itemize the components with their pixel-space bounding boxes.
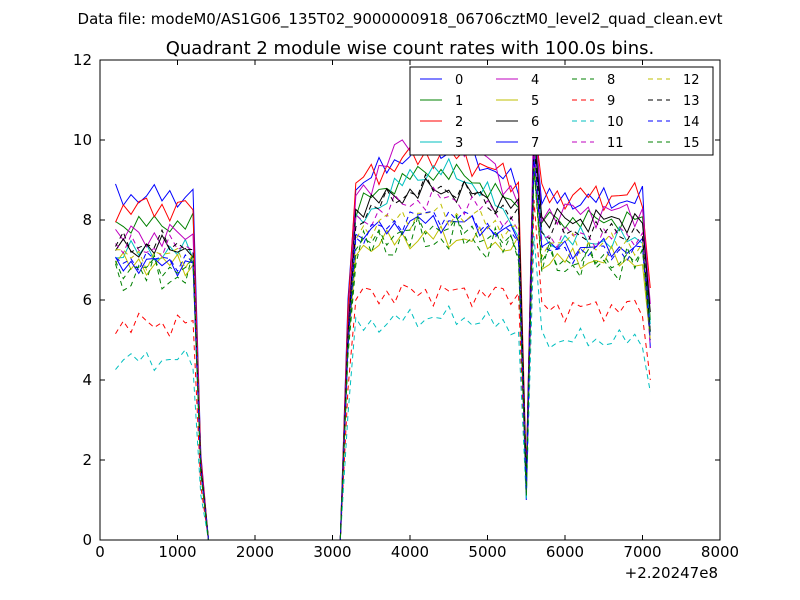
legend-label-0: 0 xyxy=(455,73,463,88)
y-tick-label: 4 xyxy=(82,371,92,389)
legend-box xyxy=(409,66,714,156)
legend-label-2: 2 xyxy=(455,115,463,130)
y-tick-label: 6 xyxy=(82,291,92,309)
x-tick-label: 8000 xyxy=(701,543,739,561)
x-tick-label: 5000 xyxy=(468,543,506,561)
x-axis-offset-label: +2.20247e8 xyxy=(625,564,718,582)
legend-label-12: 12 xyxy=(683,73,700,88)
series-line-10 xyxy=(115,235,651,541)
legend-label-6: 6 xyxy=(531,115,539,130)
series-line-8 xyxy=(115,167,651,541)
legend-label-15: 15 xyxy=(683,136,700,151)
series-line-11 xyxy=(115,151,651,541)
series-line-15 xyxy=(115,167,651,541)
y-tick-label: 0 xyxy=(82,531,92,549)
x-tick-label: 3000 xyxy=(313,543,351,561)
x-tick-label: 7000 xyxy=(623,543,661,561)
series-layer xyxy=(115,99,651,541)
chart-title: Quadrant 2 module wise count rates with … xyxy=(166,38,655,59)
x-axis-ticks: 0 1000 2000 3000 4000 5000 6000 7000 8000 xyxy=(95,60,739,561)
legend-label-11: 11 xyxy=(607,136,624,151)
legend-label-4: 4 xyxy=(531,73,539,88)
suptitle: Data file: modeM0/AS1G06_135T02_90000009… xyxy=(78,10,723,29)
series-line-12 xyxy=(115,159,651,541)
x-tick-label: 2000 xyxy=(236,543,274,561)
series-line-9 xyxy=(115,199,651,541)
legend-label-9: 9 xyxy=(607,94,615,109)
legend-label-5: 5 xyxy=(531,94,539,109)
legend-label-13: 13 xyxy=(683,94,700,109)
legend-label-3: 3 xyxy=(455,136,463,151)
legend-label-7: 7 xyxy=(531,136,539,151)
x-tick-label: 1000 xyxy=(158,543,196,561)
y-tick-label: 8 xyxy=(82,211,92,229)
y-tick-label: 10 xyxy=(73,131,92,149)
plot-area: 0 1000 2000 3000 4000 5000 6000 7000 8000 0 2 4 6 8 1… xyxy=(73,51,739,561)
x-tick-label: 0 xyxy=(95,543,105,561)
legend-label-10: 10 xyxy=(607,115,624,130)
legend-label-1: 1 xyxy=(455,94,463,109)
legend-label-8: 8 xyxy=(607,73,615,88)
legend-label-14: 14 xyxy=(683,115,700,130)
series-line-5 xyxy=(115,163,651,541)
x-tick-label: 4000 xyxy=(391,543,429,561)
y-tick-label: 12 xyxy=(73,51,92,69)
y-tick-label: 2 xyxy=(82,451,92,469)
x-tick-label: 6000 xyxy=(546,543,584,561)
